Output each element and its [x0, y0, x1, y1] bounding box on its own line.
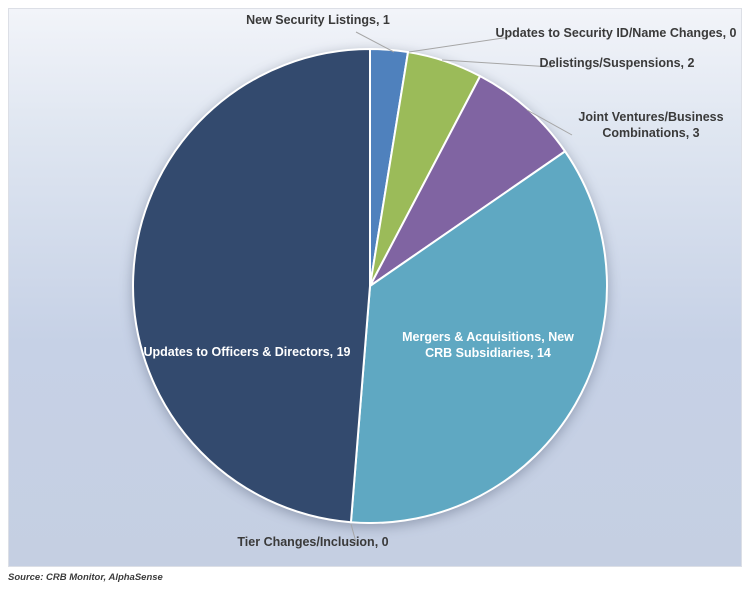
pie-label-new-security-listings: New Security Listings, 1	[246, 13, 390, 27]
source-note: Source: CRB Monitor, AlphaSense	[8, 572, 163, 583]
pie-label-updates-to-officers-directors: Updates to Officers & Directors, 19	[143, 345, 351, 359]
pie-label-updates-to-security-id-name-changes: Updates to Security ID/Name Changes, 0	[495, 26, 737, 40]
chart-plot-area	[8, 8, 742, 567]
pie-label-delistings-suspensions: Delistings/Suspensions, 2	[539, 56, 695, 70]
pie-label-mergers-acquisitions-new-crb-subsidiaries: Mergers & Acquisitions, New CRB Subsidia…	[402, 330, 574, 360]
pie-label-tier-changes-inclusion: Tier Changes/Inclusion, 0	[237, 535, 389, 549]
pie-label-joint-ventures-business-combinations: Joint Ventures/Business Combinations, 3	[578, 110, 724, 140]
